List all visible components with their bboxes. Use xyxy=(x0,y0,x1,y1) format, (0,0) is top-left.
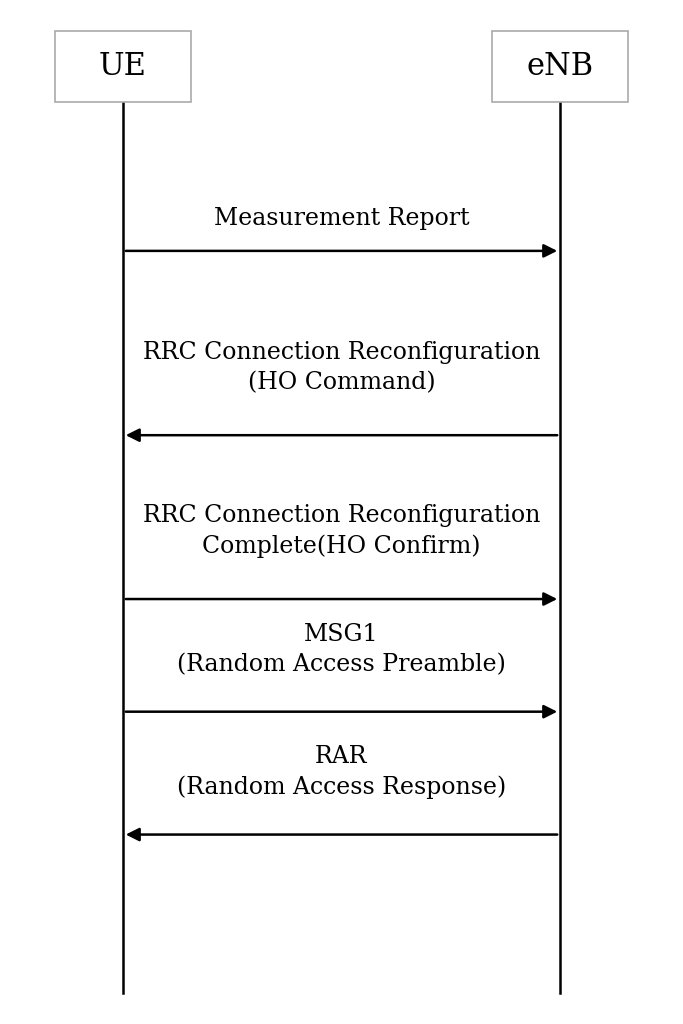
Text: Measurement Report: Measurement Report xyxy=(214,208,469,230)
Text: RRC Connection Reconfiguration
(HO Command): RRC Connection Reconfiguration (HO Comma… xyxy=(143,341,540,394)
Text: RAR
(Random Access Response): RAR (Random Access Response) xyxy=(177,744,506,799)
Text: eNB: eNB xyxy=(527,51,594,82)
Text: UE: UE xyxy=(99,51,147,82)
FancyBboxPatch shape xyxy=(55,31,191,102)
FancyBboxPatch shape xyxy=(492,31,628,102)
Text: MSG1
(Random Access Preamble): MSG1 (Random Access Preamble) xyxy=(177,623,506,676)
Text: RRC Connection Reconfiguration
Complete(HO Confirm): RRC Connection Reconfiguration Complete(… xyxy=(143,504,540,558)
